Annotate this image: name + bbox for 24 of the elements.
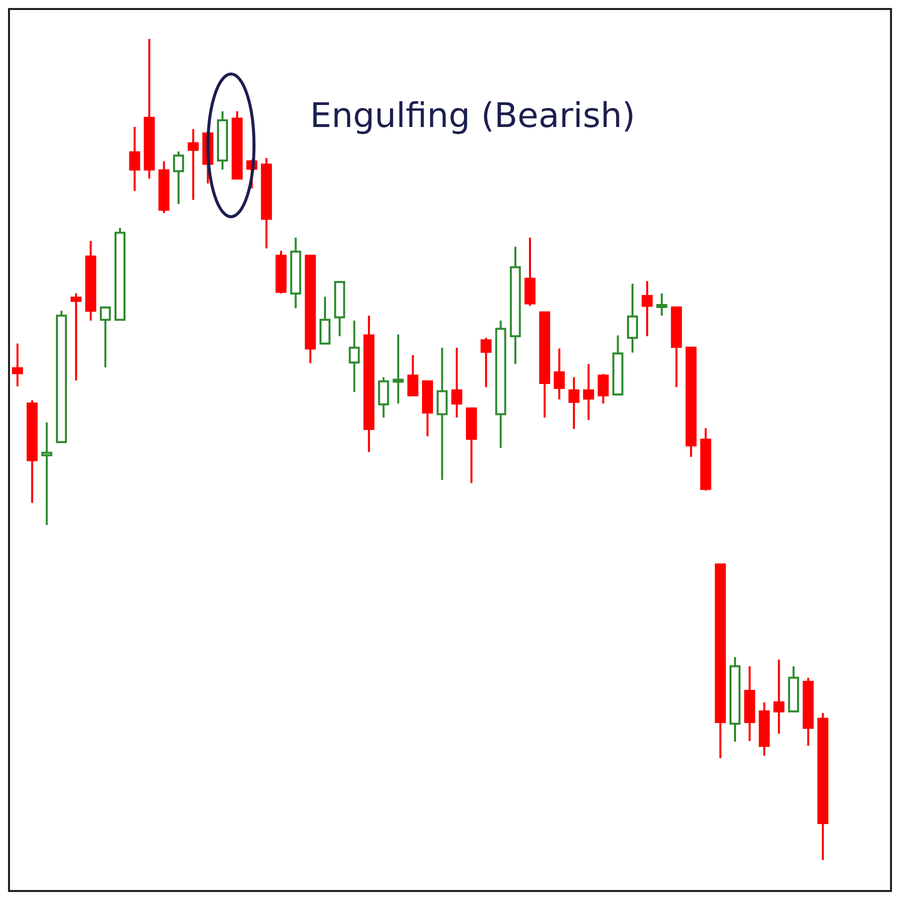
candlestick bbox=[320, 296, 330, 345]
candlestick bbox=[773, 658, 784, 735]
candlestick bbox=[70, 292, 82, 382]
candlestick bbox=[598, 372, 609, 405]
candlestick bbox=[100, 306, 111, 368]
candlestick bbox=[656, 292, 668, 317]
candlestick bbox=[568, 376, 580, 430]
candlestick bbox=[554, 348, 565, 400]
candlestick bbox=[378, 376, 390, 418]
candlestick bbox=[480, 336, 492, 388]
candlestick bbox=[583, 363, 594, 421]
candlestick bbox=[392, 334, 404, 405]
text: Engulfing (Bearish) bbox=[310, 96, 636, 136]
candlestick bbox=[41, 421, 52, 526]
candlestick bbox=[627, 282, 638, 354]
candlestick bbox=[129, 126, 140, 192]
candlestick bbox=[12, 342, 23, 388]
candlestick bbox=[348, 320, 360, 394]
candlestick bbox=[173, 150, 184, 206]
candlestick bbox=[436, 346, 448, 481]
candlestick bbox=[407, 354, 418, 398]
candlestick bbox=[188, 128, 199, 201]
candlestick bbox=[642, 280, 653, 338]
candlestick bbox=[451, 346, 462, 418]
